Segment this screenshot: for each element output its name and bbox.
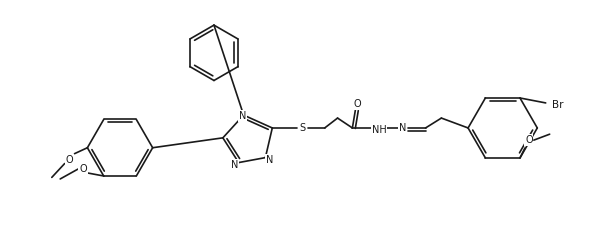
Text: N: N [239,111,247,121]
Text: O: O [79,164,87,174]
Text: O: O [66,155,73,165]
Text: NH: NH [372,125,386,135]
Text: Br: Br [552,100,564,110]
Text: S: S [299,123,305,133]
Text: O: O [353,99,361,109]
Text: N: N [231,159,238,170]
Text: N: N [266,155,273,165]
Text: O: O [525,135,533,145]
Text: N: N [399,123,407,133]
